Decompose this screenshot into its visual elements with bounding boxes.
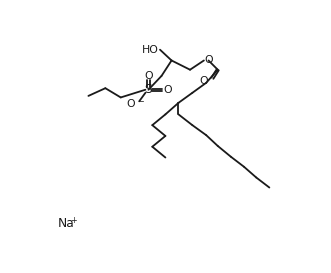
Text: O: O: [127, 99, 135, 109]
Text: S: S: [145, 83, 152, 96]
Text: −: −: [137, 97, 144, 106]
Text: O: O: [163, 85, 172, 95]
Text: +: +: [70, 216, 76, 225]
Text: HO: HO: [142, 45, 159, 55]
Text: Na: Na: [58, 217, 74, 230]
Text: O: O: [205, 55, 213, 66]
Text: O: O: [199, 76, 208, 85]
Text: O: O: [144, 71, 153, 81]
